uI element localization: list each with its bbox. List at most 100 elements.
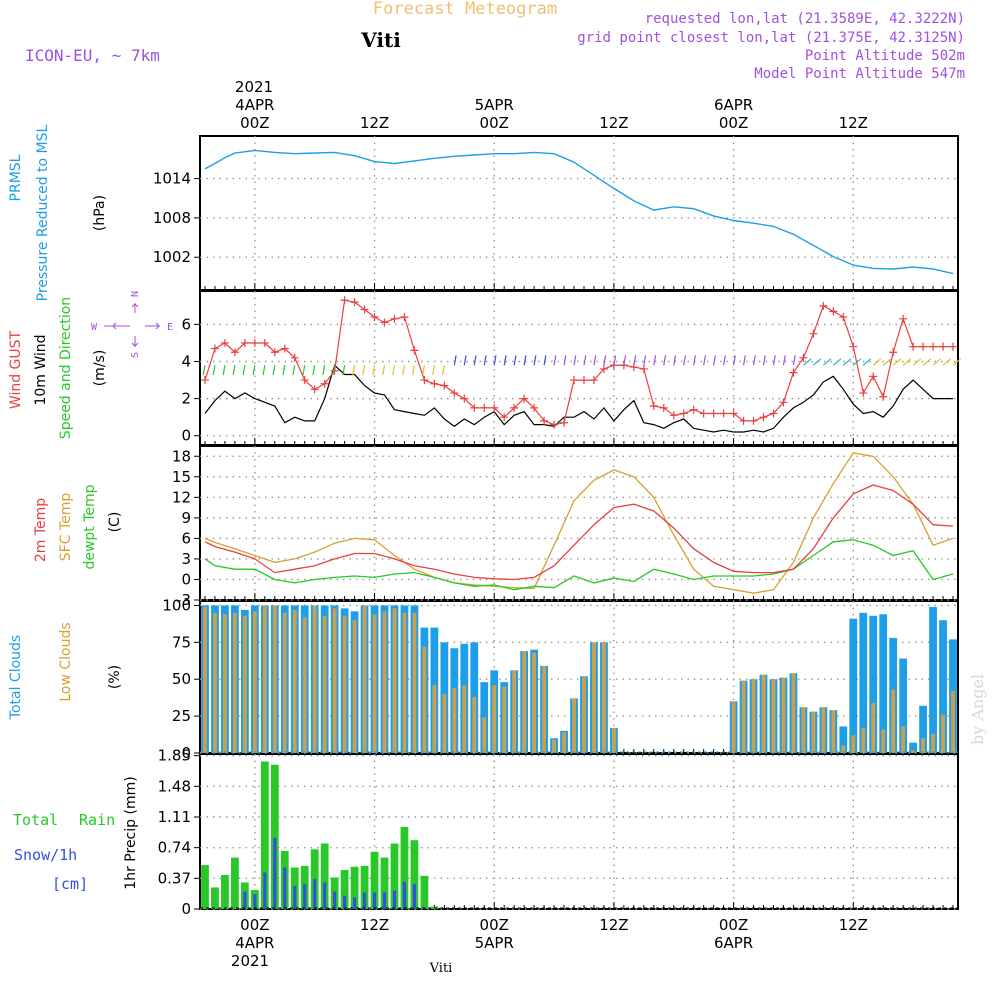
wind-arrow (952, 358, 962, 366)
wind-arrow (752, 355, 756, 366)
wind-label-gust: Wind GUST (8, 330, 24, 409)
gust-marker (230, 348, 239, 357)
rain-bar (260, 761, 269, 909)
bottom-hour-label: 00Z (480, 916, 509, 934)
wind-arrow (852, 358, 862, 366)
gust-marker (669, 411, 678, 420)
wind-arrow (212, 365, 216, 376)
gust-marker (689, 405, 698, 414)
low-cloud-bar (831, 710, 836, 753)
wind-gust-line (204, 299, 953, 426)
low-cloud-bar (601, 642, 606, 753)
gust-marker (530, 403, 539, 412)
gust-marker (939, 342, 948, 351)
wind-arrow (262, 365, 266, 376)
gust-marker (220, 338, 229, 347)
rain-bar (360, 865, 369, 909)
low-cloud-bar (322, 615, 327, 753)
wind-label-10m: 10m Wind (33, 334, 49, 405)
compass-icon: W E N S (91, 291, 173, 358)
low-cloud-bar (282, 612, 287, 753)
gust-marker (739, 416, 748, 425)
gust-marker (250, 338, 259, 347)
rain-bar (211, 887, 219, 909)
wind-arrow (292, 365, 296, 376)
gust-marker (510, 403, 519, 412)
wind-arrow (463, 355, 467, 366)
low-cloud-bar (542, 665, 547, 753)
wind-arrow (693, 355, 697, 366)
pressure-label-unit: (hPa) (92, 195, 108, 231)
bottom-year-label: 2021 (231, 952, 269, 970)
low-cloud-bar (232, 612, 237, 753)
wind-arrow (822, 358, 832, 366)
precip-label-cm: [cm] (52, 875, 88, 893)
temp-tick-label: 18 (172, 447, 191, 465)
wind-arrow (643, 355, 647, 366)
gust-marker (719, 409, 728, 418)
wind-arrow (932, 358, 942, 366)
wind-arrow (653, 355, 657, 366)
low-cloud-bar (312, 605, 317, 753)
wind-arrow (713, 355, 716, 366)
wind-arrow (342, 365, 346, 376)
precip-tick-label: 1.85 (158, 747, 191, 765)
pressure-tick-label: 1008 (153, 209, 191, 227)
low-cloud-bar (203, 606, 207, 753)
low-cloud-bar (432, 685, 437, 753)
bottom-hour-label: 12Z (839, 916, 868, 934)
wind-arrow (882, 358, 892, 366)
compass-north: N (130, 291, 141, 297)
total-cloud-bar (869, 615, 878, 753)
gust-marker (370, 312, 379, 321)
low-cloud-bar (841, 745, 846, 753)
point-altitude: Point Altitude 502m (805, 48, 965, 64)
gust-marker (579, 376, 588, 385)
wind-arrow (372, 365, 376, 376)
wind-arrow (272, 365, 276, 376)
clouds-tick-label: 75 (172, 633, 191, 651)
gust-marker (490, 403, 499, 412)
wind-arrow (842, 358, 852, 366)
low-cloud-bar (741, 680, 746, 753)
gust-marker (450, 389, 459, 398)
snow-bar (263, 872, 267, 909)
temp-tick-label: 9 (181, 509, 191, 527)
low-cloud-bar (582, 676, 586, 753)
low-cloud-bar (422, 646, 427, 753)
low-cloud-bar (771, 679, 776, 753)
rain-bar (390, 843, 399, 909)
top-hour-label: 00Z (240, 114, 269, 132)
wind-arrow (742, 355, 746, 366)
gust-marker (350, 298, 359, 307)
wind-arrow (723, 355, 726, 366)
wind-arrow (242, 365, 246, 376)
dewpt-line (204, 539, 954, 591)
gust-marker (909, 342, 918, 351)
gust-marker (300, 376, 309, 385)
low-cloud-bar (552, 739, 557, 753)
gust-marker (879, 392, 888, 401)
total-cloud-bar (899, 658, 908, 753)
low-cloud-bar (222, 614, 227, 753)
wind-arrow (352, 365, 356, 376)
wind-arrow (902, 358, 912, 366)
gust-marker (460, 394, 469, 403)
temp-label-2m: 2m Temp (33, 498, 49, 562)
wind-tick-label: 6 (181, 315, 191, 333)
rain-bar (380, 857, 389, 909)
wind-arrow (832, 358, 842, 366)
precip-tick-label: 1.11 (158, 808, 191, 826)
gust-marker (729, 409, 738, 418)
low-cloud-bar (611, 727, 616, 753)
low-cloud-bar (861, 727, 866, 753)
gust-marker (500, 413, 509, 422)
gust-marker (949, 342, 958, 351)
low-cloud-bar (572, 698, 576, 753)
low-cloud-bar (562, 732, 566, 753)
low-cloud-bar (342, 615, 347, 753)
low-cloud-bar (392, 608, 397, 753)
temp-frame (199, 445, 959, 601)
rain-bar (231, 857, 239, 909)
gust-marker (849, 342, 858, 351)
